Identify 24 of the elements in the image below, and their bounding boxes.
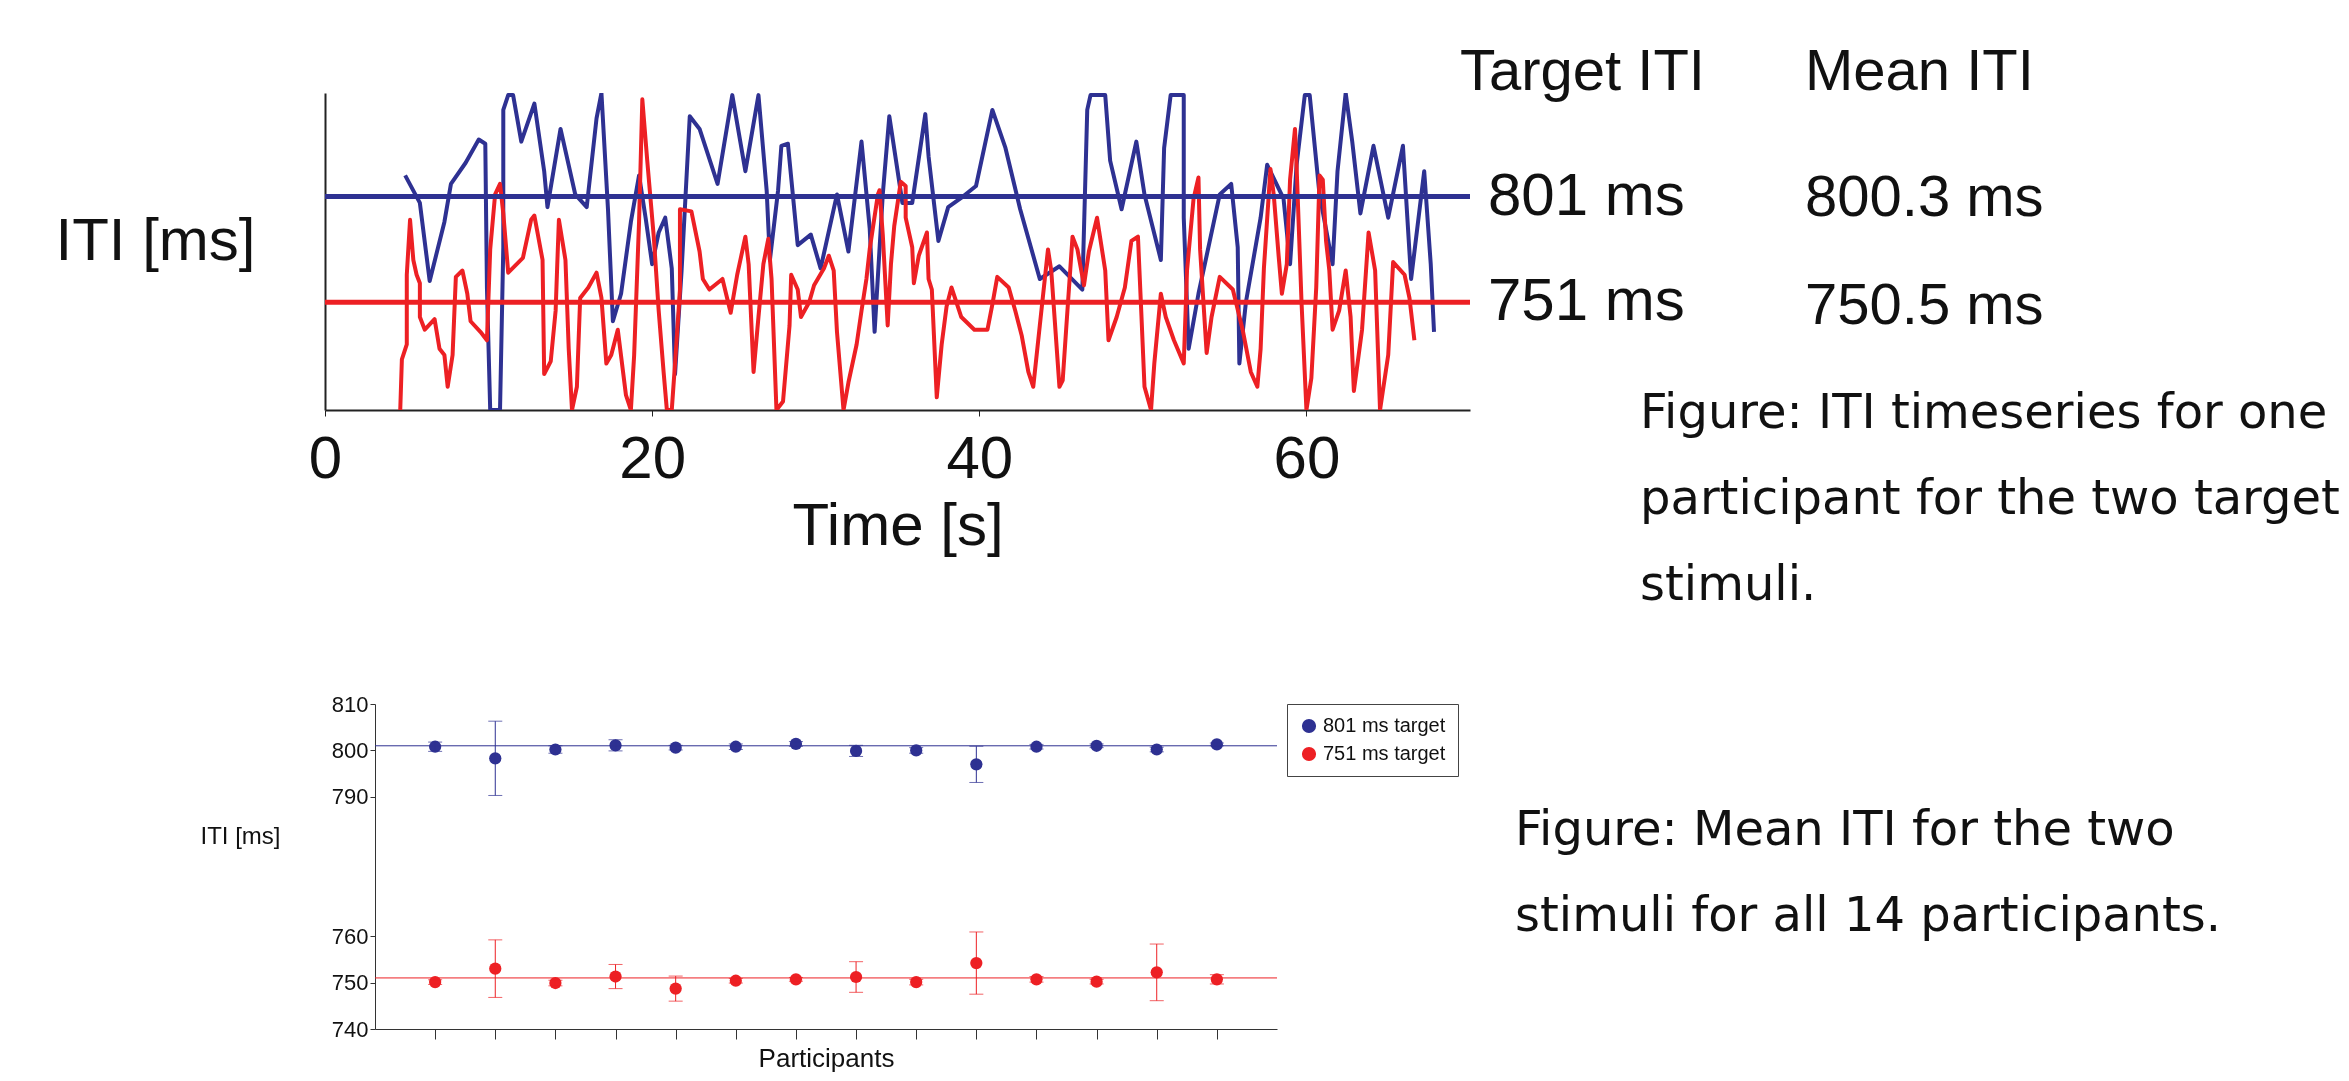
y-tick-label: 750 — [331, 970, 369, 996]
y-tick-label: 800 — [331, 737, 369, 763]
ref-line-label: 801 ms — [1488, 160, 1685, 228]
annotation: Target ITI — [1460, 36, 1705, 103]
y-axis-title: ITI [ms] — [200, 822, 281, 849]
text: Figure: Mean ITI for the two stimuli for all 14 participants. — [1515, 799, 2223, 944]
y-tick-label: 790 — [331, 784, 369, 810]
y-tick-label: 760 — [331, 923, 369, 949]
legend-label: 801 ms target — [1323, 714, 1446, 736]
text: 750.5 ms — [1805, 270, 2044, 337]
x-tick-label: 40 — [946, 423, 1014, 491]
legend-label: 751 ms target — [1323, 742, 1446, 764]
x-tick-label: 0 — [308, 423, 343, 491]
x-axis-title: Time [s] — [792, 490, 1004, 558]
text: Figure: ITI timeseries for one participant for the two target stimuli. — [1640, 382, 2340, 613]
x-axis-title: Participants — [758, 1042, 895, 1073]
x-tick-label: 20 — [619, 423, 687, 491]
ref-line-label: 751 ms — [1488, 266, 1685, 334]
text: 800.3 ms — [1805, 162, 2044, 229]
y-axis-title: ITI [ms] — [55, 206, 256, 273]
text: Mean ITI — [1805, 36, 2034, 103]
y-tick-label: 810 — [331, 691, 369, 717]
x-tick-label: 60 — [1273, 423, 1341, 491]
y-tick-label: 740 — [331, 1016, 369, 1042]
